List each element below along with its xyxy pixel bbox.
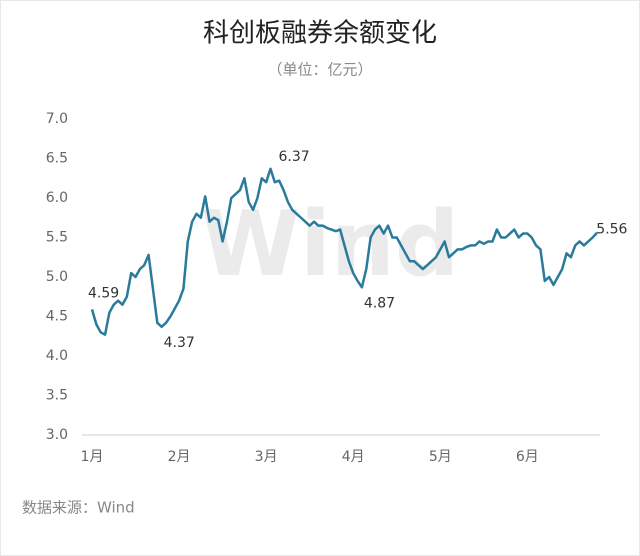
- y-tick-label: 6.5: [46, 151, 68, 167]
- data-label: 4.59: [88, 285, 119, 301]
- y-tick-label: 4.5: [46, 309, 68, 325]
- watermark: Wind: [201, 192, 460, 297]
- data-label: 5.56: [596, 221, 627, 237]
- data-label: 6.37: [278, 149, 309, 165]
- chart-title: 科创板融券余额变化: [203, 19, 437, 49]
- chart-subtitle: （单位：亿元）: [267, 61, 372, 79]
- x-tick-label: 5月: [429, 449, 452, 465]
- data-label: 4.37: [164, 335, 195, 351]
- y-tick-label: 3.5: [46, 388, 68, 404]
- y-tick-label: 4.0: [46, 348, 68, 364]
- line-series: [90, 167, 598, 336]
- y-tick-label: 5.0: [46, 269, 68, 285]
- x-tick-label: 2月: [168, 449, 191, 465]
- x-tick-label: 1月: [81, 449, 104, 465]
- x-tick-label: 4月: [342, 449, 365, 465]
- y-tick-label: 3.0: [46, 427, 68, 443]
- y-tick-label: 6.0: [46, 190, 68, 206]
- source: 数据来源：Wind: [22, 499, 135, 517]
- y-tick-label: 5.5: [46, 230, 68, 246]
- y-tick-label: 7.0: [46, 111, 68, 127]
- x-tick-label: 6月: [516, 449, 539, 465]
- x-tick-label: 3月: [255, 449, 278, 465]
- data-label: 4.87: [364, 295, 395, 311]
